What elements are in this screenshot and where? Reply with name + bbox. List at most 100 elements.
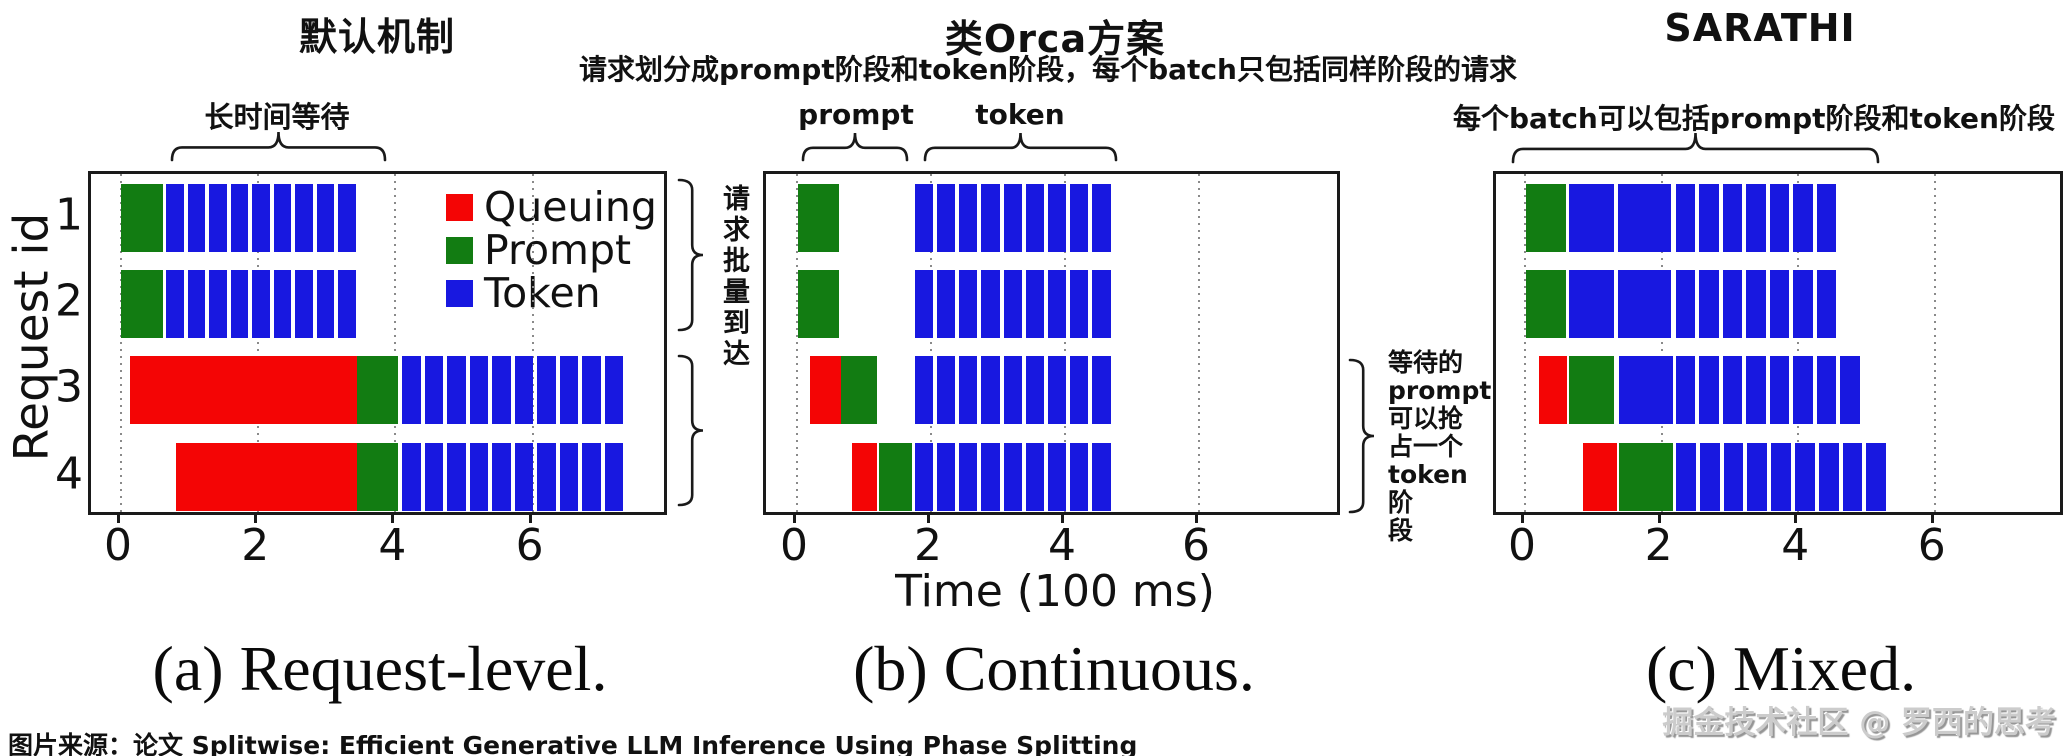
gridline-x0 — [1524, 174, 1526, 512]
token-segment — [514, 443, 534, 511]
prompt-segment — [121, 270, 163, 338]
image-source-credit: 图片来源：论文 Splitwise: Efficient Generative … — [8, 731, 1138, 756]
token-segment — [338, 184, 356, 252]
queuing-segment — [809, 356, 842, 424]
token-segment — [1070, 184, 1089, 252]
prompt-swatch — [446, 237, 473, 264]
token-segment — [1025, 184, 1044, 252]
row-label-1: 1 — [55, 189, 83, 241]
token-segment — [1840, 356, 1860, 424]
x-tick-4 — [391, 515, 395, 523]
token-segment — [252, 270, 270, 338]
x-tick-label-4: 4 — [1048, 520, 1076, 571]
token-segment — [402, 356, 421, 424]
token-segment — [1746, 270, 1766, 338]
token-segment — [295, 184, 313, 252]
prompt-segment — [798, 270, 839, 338]
token-segment — [316, 184, 335, 252]
token-segment — [1025, 270, 1044, 338]
token-segment — [316, 270, 335, 338]
token-segment — [937, 356, 956, 424]
prompt-segment — [1569, 356, 1615, 424]
token-segment — [492, 356, 511, 424]
y-axis-label: Request id — [4, 212, 60, 462]
token-segment — [937, 184, 956, 252]
batch-arrival-brace-bottom — [677, 354, 704, 507]
token-segment — [1818, 443, 1839, 511]
token-segment — [981, 443, 1000, 511]
legend-label: Prompt — [484, 226, 632, 274]
x-tick-label-6: 6 — [1182, 520, 1210, 571]
token-swatch — [446, 280, 473, 307]
long-wait-brace — [170, 131, 387, 162]
token-segment — [273, 184, 292, 252]
caption-b: (b) Continuous. — [853, 633, 1255, 704]
token-segment — [604, 356, 624, 424]
token-segment — [1699, 184, 1719, 252]
mixed-batch-annotation: 每个batch可以包括prompt阶段和token阶段 — [1453, 102, 2055, 135]
token-segment — [1025, 356, 1044, 424]
token-segment — [1048, 184, 1067, 252]
token-segment — [1048, 356, 1067, 424]
token-segment — [469, 356, 489, 424]
token-segment — [1618, 356, 1674, 424]
x-tick-2 — [927, 515, 930, 523]
prompt-phase-label: prompt — [798, 98, 914, 131]
token-segment — [187, 270, 206, 338]
token-segment — [1003, 184, 1022, 252]
prompt-segment — [841, 356, 877, 424]
token-segment — [1092, 356, 1111, 424]
token-segment — [1795, 443, 1815, 511]
queuing-segment — [175, 443, 357, 511]
token-segment — [1816, 270, 1837, 338]
token-segment — [1675, 356, 1696, 424]
queuing-segment — [1539, 356, 1567, 424]
token-segment — [230, 184, 249, 252]
token-segment — [1842, 443, 1863, 511]
prompt-segment — [356, 443, 399, 511]
token-segment — [1816, 356, 1837, 424]
token-segment — [1793, 270, 1813, 338]
x-tick-label-0: 0 — [780, 520, 808, 571]
token-segment — [187, 184, 206, 252]
prompt-phase-brace — [801, 132, 909, 162]
x-tick-label-6: 6 — [515, 520, 544, 571]
x-tick-6 — [528, 515, 532, 523]
token-segment — [914, 184, 934, 252]
token-segment — [604, 443, 624, 511]
token-segment — [1747, 443, 1768, 511]
long-wait-annotation: 长时间等待 — [204, 100, 350, 134]
x-tick-0 — [117, 515, 120, 523]
prompt-segment — [121, 184, 163, 252]
token-segment — [424, 443, 444, 511]
legend-item-queuing: Queuing — [446, 186, 657, 229]
x-tick-2 — [254, 515, 258, 523]
gridline-x2 — [257, 174, 260, 512]
token-segment — [1070, 270, 1089, 338]
x-tick-0 — [793, 515, 796, 523]
token-segment — [295, 270, 313, 338]
gridline-x6 — [1933, 174, 1936, 512]
token-segment — [1568, 184, 1615, 252]
token-segment — [1699, 443, 1720, 511]
token-segment — [914, 443, 934, 511]
x-tick-label-4: 4 — [378, 520, 407, 571]
token-segment — [1769, 356, 1790, 424]
token-segment — [582, 356, 601, 424]
legend: Queuing Prompt Token — [446, 186, 657, 315]
token-segment — [537, 443, 556, 511]
token-segment — [1746, 184, 1766, 252]
preempt-brace — [1348, 358, 1375, 514]
token-segment — [166, 184, 184, 252]
prompt-segment — [1618, 443, 1674, 511]
token-segment — [1866, 443, 1887, 511]
token-segment — [252, 184, 270, 252]
token-segment — [166, 270, 184, 338]
token-segment — [981, 184, 1000, 252]
row-label-3: 3 — [55, 361, 83, 413]
watermark: 掘金技术社区 @ 罗西的思考 — [1662, 705, 2056, 741]
gridline-x6 — [1198, 174, 1200, 512]
token-segment — [1769, 184, 1790, 252]
token-segment — [1675, 443, 1696, 511]
prompt-segment — [356, 356, 399, 424]
